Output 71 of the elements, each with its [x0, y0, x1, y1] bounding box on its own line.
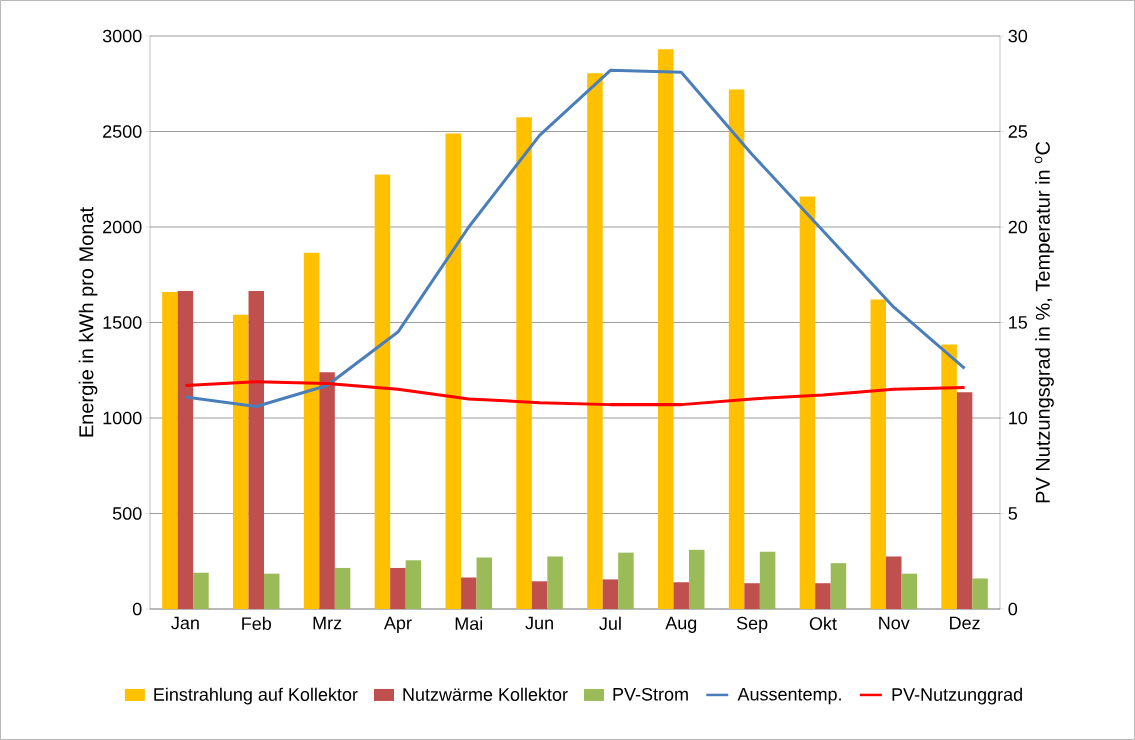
bar — [531, 581, 548, 609]
legend-label: Einstrahlung auf Kollektor — [154, 687, 358, 705]
bar — [744, 583, 760, 609]
y-tick-label: 2000 — [103, 220, 142, 234]
bar — [405, 560, 422, 609]
y-tick-label: 1500 — [103, 316, 142, 329]
bar — [587, 73, 603, 609]
bar — [162, 291, 178, 609]
bar — [547, 556, 563, 609]
y-tick-label: 3000 — [102, 29, 142, 43]
y-tick-label: 500 — [112, 507, 142, 520]
bar — [728, 89, 745, 609]
bar — [658, 49, 674, 609]
bar — [673, 582, 690, 609]
x-tick-label: Jun — [525, 616, 553, 630]
y2-tick-label: 5 — [1008, 507, 1018, 520]
y-tick-label: 1000 — [103, 411, 142, 425]
bar — [516, 117, 532, 609]
legend-label: Aussentemp. — [737, 688, 841, 705]
x-tick-label: Mrz — [313, 616, 342, 630]
bar — [334, 567, 351, 609]
line-series — [183, 68, 967, 409]
y-axis-title: Energie in kWh pro Monat — [78, 207, 98, 437]
bar — [303, 252, 320, 609]
bar — [476, 557, 492, 609]
bar — [972, 578, 988, 609]
y2-tick-label: 15 — [1009, 316, 1028, 329]
y2-tick-label: 30 — [1008, 29, 1028, 43]
x-tick-label: Dez — [950, 616, 980, 630]
bar — [374, 174, 391, 609]
bar — [390, 567, 406, 609]
bar — [248, 290, 264, 609]
x-tick-label: Jul — [599, 616, 621, 630]
bar — [941, 344, 957, 609]
bar — [319, 372, 335, 609]
x-tick-label: Nov — [879, 616, 910, 630]
y-tick-label: 2500 — [103, 125, 142, 138]
bar — [830, 563, 847, 609]
x-tick-label: Mai — [455, 616, 483, 630]
y2-tick-label: 25 — [1008, 125, 1028, 138]
bar — [815, 583, 831, 609]
bar — [886, 556, 902, 609]
y2-tick-label: 0 — [1008, 602, 1018, 616]
x-tick-label: Sep — [736, 616, 768, 634]
legend-label: Nutzwärme Kollektor — [403, 687, 568, 701]
y2-tick-label: 10 — [1009, 411, 1028, 425]
bar — [193, 572, 209, 609]
y2-tick-label: 20 — [1008, 220, 1028, 234]
x-tick-label: Apr — [383, 616, 412, 633]
bar — [870, 299, 887, 609]
bar — [689, 549, 705, 609]
bar — [759, 551, 776, 609]
legend-label: PV-Nutzunggrad — [892, 687, 1022, 705]
bar — [461, 577, 477, 609]
line-series — [183, 380, 967, 407]
y-tick-label: 0 — [132, 602, 142, 616]
x-tick-label: Jan — [171, 616, 199, 630]
x-tick-label: Okt — [809, 616, 837, 630]
bar — [901, 573, 918, 609]
bar — [177, 290, 194, 609]
bar — [618, 552, 634, 609]
bar — [445, 133, 461, 609]
x-tick-label: Aug — [665, 616, 697, 633]
bar — [233, 314, 249, 609]
legend-label: PV-Strom — [613, 687, 688, 701]
bar — [264, 573, 280, 609]
bar — [956, 392, 973, 609]
x-tick-label: Feb — [242, 616, 271, 630]
bar — [799, 196, 816, 609]
bar — [602, 579, 619, 609]
y2-axis-title: PV Nutzungsgrad in %, Temperatur in $^{o}$C — [1034, 141, 1054, 503]
